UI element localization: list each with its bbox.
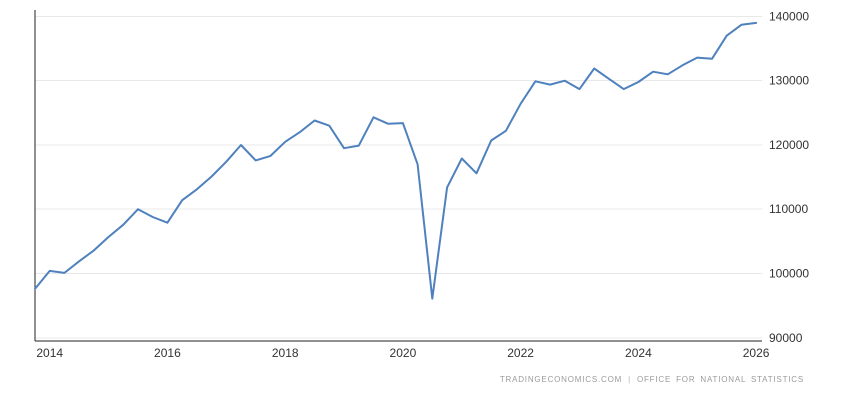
y-tick-label: 130000	[769, 74, 809, 88]
y-tick-label: 90000	[769, 331, 803, 345]
x-tick-label: 2016	[154, 346, 181, 360]
x-tick-label: 2024	[625, 346, 652, 360]
x-tick-label: 2020	[390, 346, 417, 360]
x-tick-label: 2022	[507, 346, 534, 360]
line-chart: 90000 100000 110000 120000 130000 140000 2014 2…	[34, 9, 809, 360]
y-tick-label: 100000	[769, 267, 809, 281]
footer-source-ons-link[interactable]: OFFICE FOR NATIONAL STATISTICS	[636, 375, 804, 384]
x-tick-label: 2014	[36, 346, 63, 360]
x-tick-label: 2026	[743, 346, 770, 360]
data-line-series	[34, 21, 758, 300]
footer-tradingeconomics-link[interactable]: TRADINGECONOMICS.COM	[499, 375, 623, 384]
y-tick-label: 110000	[769, 202, 808, 216]
x-tick-label: 2018	[272, 346, 299, 360]
y-tick-label: 140000	[769, 9, 809, 23]
footer-separator: |	[628, 375, 631, 384]
y-tick-label: 120000	[769, 138, 809, 152]
chart-footer: TRADINGECONOMICS.COM | OFFICE FOR NATIONAL…	[500, 375, 804, 385]
